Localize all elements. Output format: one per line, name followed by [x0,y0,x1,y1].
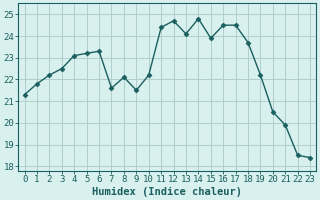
X-axis label: Humidex (Indice chaleur): Humidex (Indice chaleur) [92,186,242,197]
